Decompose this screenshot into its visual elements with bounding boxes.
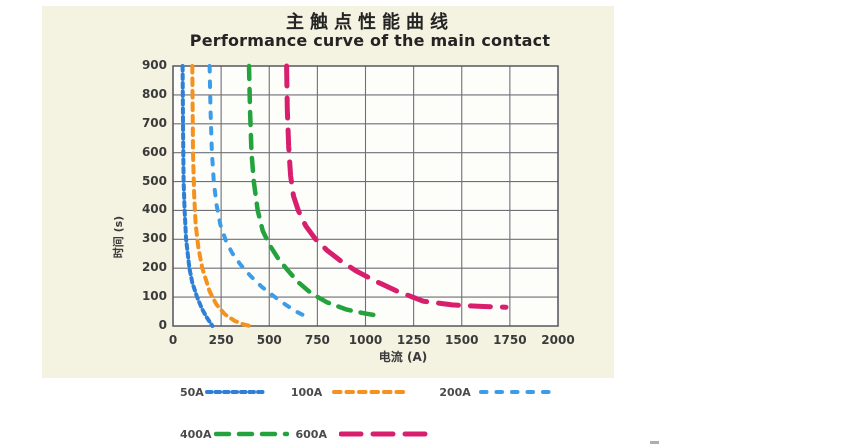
legend-label-600a: 600A: [295, 427, 327, 441]
y-tick-label: 800: [141, 86, 167, 101]
x-tick-label: 1250: [396, 333, 431, 347]
y-tick-label: 200: [141, 260, 167, 275]
legend-sample-line-600a: [338, 431, 437, 437]
x-tick-label: 0: [168, 333, 178, 347]
legend-sample-line-50a: [204, 390, 267, 394]
x-tick-label: 250: [208, 333, 234, 347]
x-tick-label: 1500: [445, 333, 479, 347]
x-axis-title: 电流 (A): [378, 350, 428, 364]
legend-label-400a: 400A: [180, 427, 212, 441]
x-tick-label: 1000: [348, 333, 383, 347]
legend-sample-line-400a: [214, 431, 290, 437]
y-tick-label: 300: [141, 231, 167, 246]
y-axis-title: 时间 (s): [112, 215, 125, 259]
curve-400a: [246, 63, 377, 318]
y-tick-label: 600: [141, 144, 167, 159]
legend-label-100a: 100A: [290, 385, 323, 399]
y-tick-label: 0: [158, 318, 167, 332]
legend-row-2: 400A 600A: [180, 427, 437, 441]
curve-50a: [180, 64, 215, 328]
legend-row-1: 50A 100A 200A: [180, 385, 558, 399]
legend-label-200a: 200A: [439, 385, 471, 399]
curve-100a: [190, 64, 252, 328]
y-tick-label: 500: [141, 173, 167, 188]
x-tick-label: 500: [256, 333, 282, 347]
y-tick-label: 400: [141, 202, 167, 217]
y-tick-label: 100: [141, 289, 167, 304]
x-tick-label: 1750: [493, 333, 527, 347]
x-tick-label: 750: [304, 333, 330, 347]
curve-600a: [284, 63, 509, 310]
scan-artifact-mark: [650, 441, 659, 444]
chart-title-cn: 主触点性能曲线: [286, 12, 454, 33]
legend-label-50a: 50A: [180, 385, 204, 399]
x-tick-label: 2000: [541, 333, 575, 347]
chart-title-en: Performance curve of the main contact: [189, 31, 551, 50]
y-tick-label: 700: [141, 115, 167, 130]
legend-sample-line-200a: [478, 390, 558, 394]
legend-sample-line-100a: [332, 390, 407, 394]
curve-200a: [207, 64, 310, 320]
y-tick-label: 900: [141, 58, 167, 72]
plot-border: [172, 65, 559, 327]
